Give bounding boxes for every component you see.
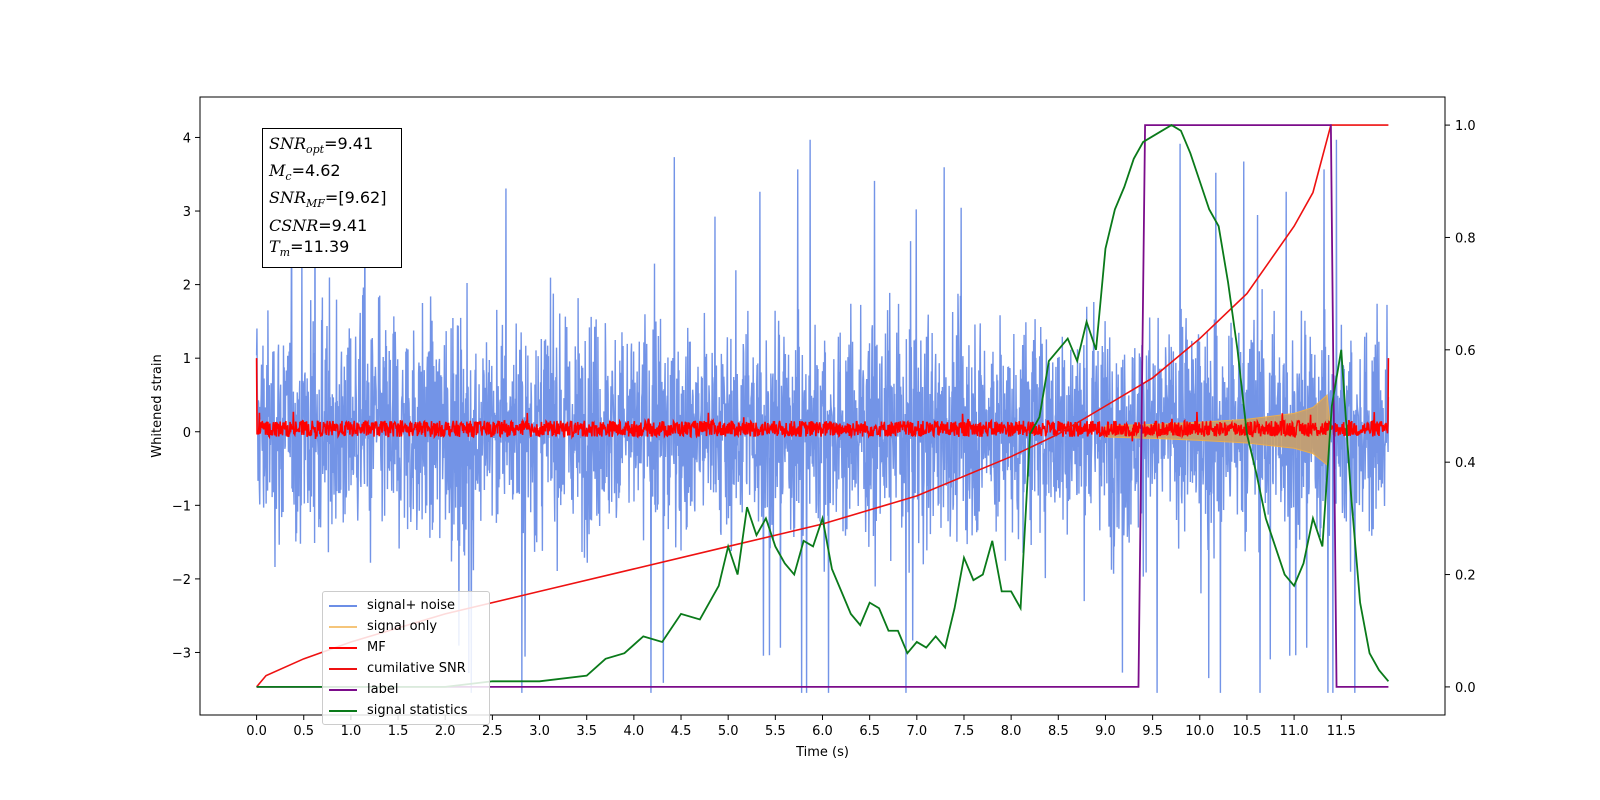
plot-series-group — [255, 124, 1390, 693]
y-tick-left-label: −3 — [172, 646, 191, 661]
legend-label-label: label — [367, 682, 399, 697]
x-tick-label: 3.0 — [529, 724, 550, 739]
legend-label-signal-only: signal only — [367, 619, 438, 634]
x-tick-label: 11.0 — [1280, 724, 1309, 739]
x-tick-label: 1.0 — [341, 724, 362, 739]
x-tick-label: 7.5 — [954, 724, 975, 739]
legend-item-label: label — [329, 679, 483, 700]
x-tick-label: 10.5 — [1232, 724, 1261, 739]
legend-item-signal-statistics: signal statistics — [329, 700, 483, 721]
series-label — [256, 124, 1389, 688]
csnr-value: 9.41 — [331, 215, 368, 235]
legend-label-signal-noise: signal+ noise — [367, 598, 456, 613]
x-tick-label: 8.5 — [1048, 724, 1069, 739]
y-tick-left-label: 2 — [183, 279, 191, 294]
x-tick-label: 6.5 — [859, 724, 880, 739]
snr-opt-value: 9.41 — [337, 134, 374, 153]
legend-item-cumulative-snr: cumilative SNR — [329, 658, 483, 679]
y-tick-right-label: 0.6 — [1455, 344, 1476, 359]
y-tick-left-label: 4 — [183, 131, 191, 146]
mc-value: 4.62 — [304, 161, 341, 181]
x-tick-label: 4.0 — [624, 724, 645, 739]
legend-swatch-label — [329, 688, 357, 691]
legend-swatch-cumulative-snr — [329, 667, 357, 670]
y-tick-right-label: 0.8 — [1455, 231, 1476, 246]
y-tick-left-label: −1 — [172, 499, 191, 514]
x-tick-label: 6.0 — [812, 724, 833, 739]
x-tick-label: 2.0 — [435, 724, 456, 739]
x-tick-label: 1.5 — [388, 724, 409, 739]
snr-mf-line: SNRMF=[9.62] — [269, 188, 387, 211]
tm-value: 11.39 — [303, 236, 350, 256]
legend: signal+ noise signal only MF cumilative … — [322, 591, 490, 725]
x-tick-label: 10.0 — [1185, 724, 1214, 739]
annotation-box: SNRopt=9.41 Mc=4.62 SNRMF=[9.62] CSNR=9.… — [262, 128, 402, 268]
plot-area — [255, 124, 1390, 693]
y-axis-right-ticks: 0.0 0.2 0.4 0.6 0.8 1.0 — [1445, 119, 1476, 696]
y-tick-left-label: 1 — [183, 352, 191, 367]
y-axis-left-ticks: −3 −2 −1 0 1 2 3 4 — [172, 131, 200, 661]
legend-item-signal-noise: signal+ noise — [329, 595, 483, 616]
y-tick-right-label: 0.4 — [1455, 456, 1476, 471]
x-tick-label: 9.0 — [1095, 724, 1116, 739]
x-tick-label: 4.5 — [671, 724, 692, 739]
series-mf — [255, 358, 1390, 442]
x-axis-ticks: 0.0 0.5 1.0 1.5 2.0 2.5 3.0 3.5 4.0 4.5 5.0 5.5 6.0 6… — [246, 715, 1356, 739]
legend-item-mf: MF — [329, 637, 483, 658]
x-axis-label: Time (s) — [795, 745, 849, 760]
legend-label-mf: MF — [367, 640, 386, 655]
series-signal-statistics — [256, 124, 1390, 688]
tm-line: Tm=11.39 — [269, 236, 350, 259]
y-tick-right-label: 0.0 — [1455, 681, 1476, 696]
legend-swatch-signal-noise — [329, 604, 357, 607]
y-tick-left-label: 3 — [183, 205, 191, 220]
legend-swatch-signal-only — [329, 625, 357, 628]
x-tick-label: 2.5 — [482, 724, 503, 739]
x-tick-label: 5.5 — [765, 724, 786, 739]
snr-opt-line: SNRopt=9.41 — [269, 134, 374, 157]
y-tick-left-label: 0 — [183, 426, 191, 441]
x-tick-label: 5.0 — [718, 724, 739, 739]
mc-line: Mc=4.62 — [269, 161, 341, 184]
legend-item-signal-only: signal only — [329, 616, 483, 637]
legend-swatch-mf — [329, 646, 357, 649]
x-tick-label: 11.5 — [1327, 724, 1356, 739]
x-tick-label: 0.5 — [293, 724, 314, 739]
legend-label-signal-statistics: signal statistics — [367, 703, 468, 718]
legend-swatch-signal-statistics — [329, 709, 357, 712]
y-tick-right-label: 0.2 — [1455, 569, 1476, 584]
y-tick-left-label: −2 — [172, 573, 191, 588]
snr-mf-value: [9.62] — [338, 188, 387, 208]
y-axis-label: Whitened strain — [150, 354, 165, 457]
y-tick-right-label: 1.0 — [1455, 119, 1476, 134]
x-tick-label: 8.0 — [1001, 724, 1022, 739]
legend-label-cumulative-snr: cumilative SNR — [367, 661, 466, 676]
x-tick-label: 7.0 — [906, 724, 927, 739]
x-tick-label: 3.5 — [576, 724, 597, 739]
x-tick-label: 9.5 — [1142, 724, 1163, 739]
csnr-line: CSNR=9.41 — [269, 215, 368, 235]
x-tick-label: 0.0 — [246, 724, 267, 739]
